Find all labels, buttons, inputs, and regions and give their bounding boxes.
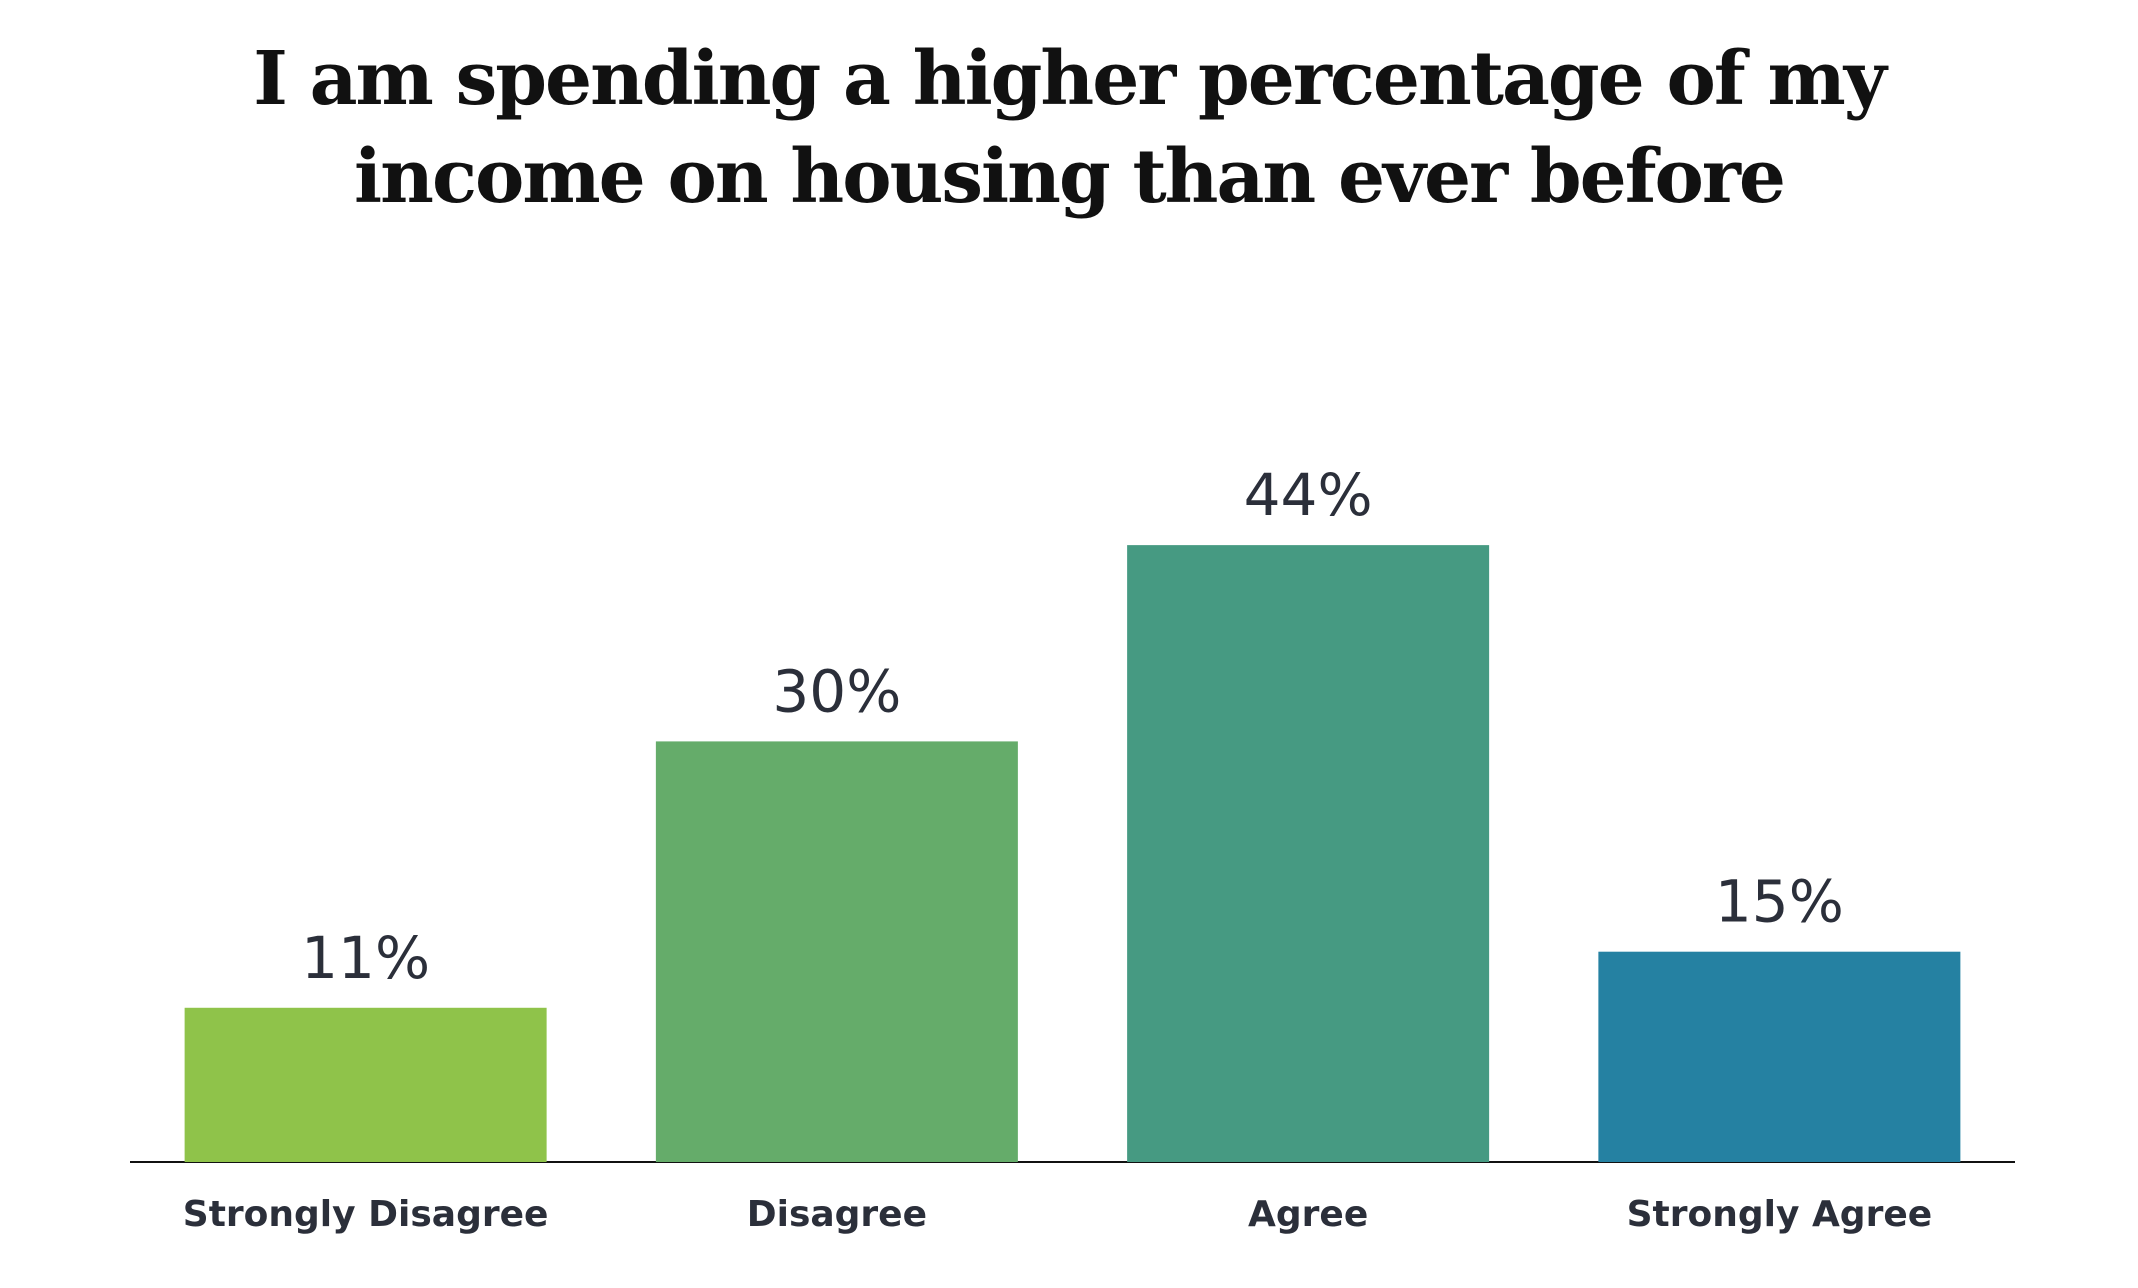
- x-tick-label: Disagree: [747, 1194, 927, 1235]
- bar: [1598, 951, 1961, 1162]
- value-label: 11%: [301, 924, 430, 992]
- value-label: 44%: [1244, 461, 1373, 529]
- x-tick-label: Agree: [1248, 1194, 1368, 1235]
- bar: [1127, 545, 1490, 1162]
- chart-title: I am spending a higher percentage of my …: [253, 36, 1887, 220]
- x-tick-label: Strongly Agree: [1627, 1194, 1933, 1235]
- x-tick-label: Strongly Disagree: [183, 1194, 549, 1235]
- value-label: 30%: [772, 657, 901, 725]
- bar: [184, 1007, 547, 1162]
- value-label: 15%: [1715, 868, 1844, 936]
- bar: [655, 741, 1018, 1162]
